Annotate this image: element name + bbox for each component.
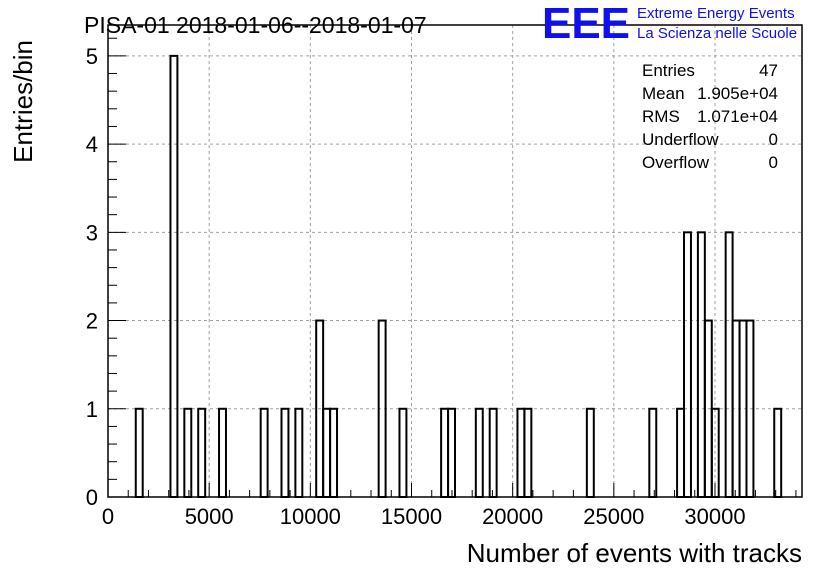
- x-axis-label: Number of events with tracks: [467, 538, 802, 568]
- y-tick-label: 5: [86, 44, 98, 69]
- stats-label: Entries: [642, 61, 695, 80]
- logo-line-1: Extreme Energy Events: [637, 5, 795, 22]
- y-tick-label: 1: [86, 397, 98, 422]
- stats-label: Underflow: [642, 130, 719, 149]
- x-tick-label: 30000: [684, 504, 745, 529]
- x-tick-label: 20000: [482, 504, 543, 529]
- y-axis-ticks: 0 1 2 3 4 5: [86, 37, 126, 510]
- x-tick-label: 0: [102, 504, 114, 529]
- x-tick-label: 25000: [583, 504, 644, 529]
- eee-logo-mark: EEE: [542, 0, 630, 48]
- x-tick-label: 5000: [185, 504, 234, 529]
- eee-logo: EEE Extreme Energy Events La Scienza nel…: [542, 0, 797, 48]
- stats-label: Mean: [642, 84, 685, 103]
- x-axis-ticks: 0 5000 10000 15000 20000 25000 30000: [102, 483, 797, 529]
- statistics-box: Entries 47 Mean 1.905e+04 RMS 1.071e+04 Underf…: [642, 61, 778, 172]
- y-axis-label: Entries/bin: [8, 40, 38, 163]
- x-tick-label: 10000: [280, 504, 341, 529]
- y-tick-label: 3: [86, 220, 98, 245]
- stats-value: 0: [769, 130, 778, 149]
- stats-value: 0: [769, 153, 778, 172]
- y-tick-label: 2: [86, 309, 98, 334]
- stats-value: 47: [759, 61, 778, 80]
- chart-title: PISA-01 2018-01-06--2018-01-07: [84, 12, 427, 38]
- stats-label: Overflow: [642, 153, 710, 172]
- stats-label: RMS: [642, 107, 680, 126]
- y-tick-label: 0: [86, 485, 98, 510]
- plot-frame: [107, 24, 803, 498]
- logo-line-2: La Scienza nelle Scuole: [637, 25, 797, 42]
- x-tick-label: 15000: [381, 504, 442, 529]
- stats-value: 1.071e+04: [697, 107, 778, 126]
- y-tick-label: 4: [86, 132, 98, 157]
- stats-value: 1.905e+04: [697, 84, 778, 103]
